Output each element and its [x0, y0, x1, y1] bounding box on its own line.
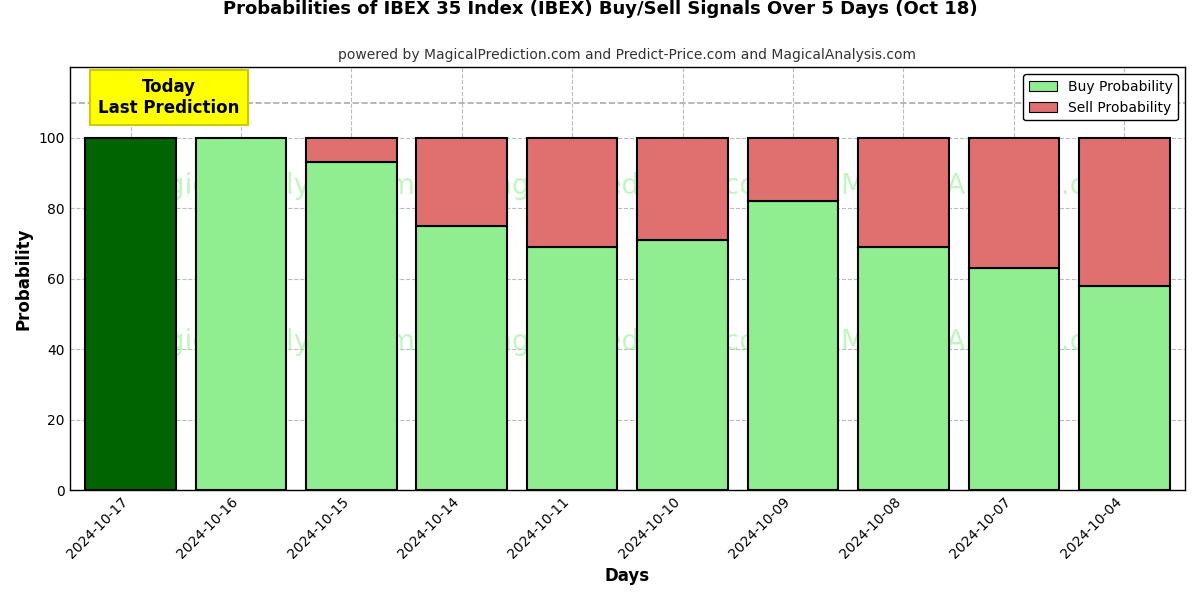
Text: MagicalAnalysis.com: MagicalAnalysis.com — [840, 328, 1129, 356]
Bar — [527, 138, 618, 247]
Text: MagicalAnalysis.com: MagicalAnalysis.com — [126, 328, 415, 356]
Y-axis label: Probability: Probability — [14, 227, 34, 330]
Bar — [1079, 138, 1170, 286]
Bar — [1079, 286, 1170, 490]
Text: MagicalAnalysis.com: MagicalAnalysis.com — [126, 172, 415, 200]
Text: Today
Last Prediction: Today Last Prediction — [98, 78, 240, 116]
Bar — [85, 138, 175, 490]
Bar — [306, 163, 397, 490]
Bar — [306, 138, 397, 163]
Bar — [968, 268, 1060, 490]
Text: MagicalPrediction.com: MagicalPrediction.com — [472, 328, 784, 356]
Bar — [637, 138, 728, 240]
Bar — [196, 138, 287, 490]
Text: MagicalAnalysis.com: MagicalAnalysis.com — [840, 172, 1129, 200]
Bar — [416, 226, 508, 490]
Bar — [527, 247, 618, 490]
Bar — [416, 138, 508, 226]
Text: Probabilities of IBEX 35 Index (IBEX) Buy/Sell Signals Over 5 Days (Oct 18): Probabilities of IBEX 35 Index (IBEX) Bu… — [223, 0, 977, 18]
Bar — [748, 138, 839, 201]
Text: MagicalPrediction.com: MagicalPrediction.com — [472, 172, 784, 200]
Bar — [637, 240, 728, 490]
Legend: Buy Probability, Sell Probability: Buy Probability, Sell Probability — [1024, 74, 1178, 121]
Title: powered by MagicalPrediction.com and Predict-Price.com and MagicalAnalysis.com: powered by MagicalPrediction.com and Pre… — [338, 48, 917, 62]
X-axis label: Days: Days — [605, 567, 650, 585]
Bar — [858, 138, 949, 247]
Bar — [968, 138, 1060, 268]
Bar — [858, 247, 949, 490]
Bar — [748, 201, 839, 490]
